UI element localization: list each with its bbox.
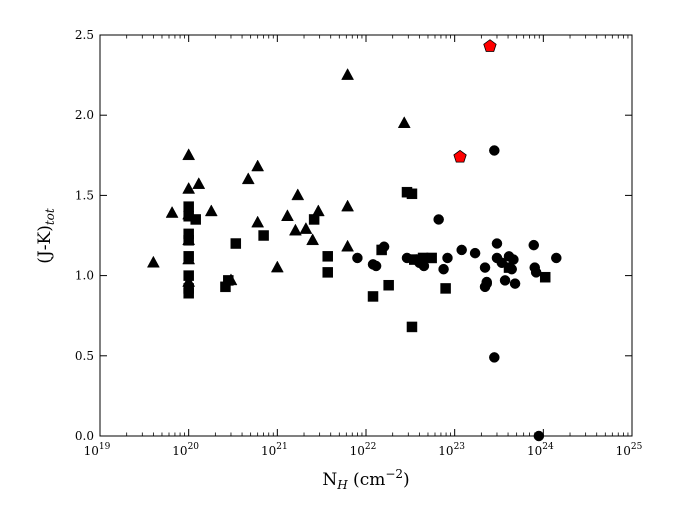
data-point-triangle <box>204 204 218 217</box>
data-point-circle <box>530 267 542 278</box>
data-point-triangle <box>165 206 179 218</box>
data-point-square <box>367 291 379 302</box>
data-points <box>146 39 562 442</box>
data-point-square <box>406 321 418 333</box>
data-point-square <box>440 283 451 294</box>
data-point-circle <box>489 352 500 363</box>
data-point-circle <box>433 214 444 225</box>
data-point-triangle <box>299 222 313 234</box>
data-point-triangle <box>341 199 355 212</box>
x-tick-label: 1020 <box>172 442 199 458</box>
data-point-circle <box>489 145 500 156</box>
y-tick-label: 1.5 <box>75 188 94 202</box>
data-point-square <box>426 252 437 264</box>
x-axis-label: NH (cm−2) <box>322 467 409 492</box>
data-point-square <box>406 188 418 200</box>
data-point-square <box>183 235 194 246</box>
data-point-circle <box>469 247 481 259</box>
data-point-circle <box>551 252 562 264</box>
data-point-triangle <box>306 233 320 246</box>
x-tick-label: 1025 <box>616 442 643 458</box>
data-point-circle <box>438 263 449 275</box>
data-point-circle <box>533 430 545 442</box>
data-point-square <box>322 251 333 262</box>
data-point-square <box>258 230 269 241</box>
data-point-triangle <box>270 260 284 273</box>
data-point-triangle <box>281 209 294 222</box>
data-point-circle <box>352 252 363 264</box>
axis-tick-labels: 1019 1020 1021 1022 1023 1024 1025 0.0 0.5 1.0 1.5… <box>75 28 643 458</box>
x-tick-label: 1019 <box>84 442 111 458</box>
data-point-circle <box>506 263 517 275</box>
y-axis-label: (J-K)tot <box>35 208 57 264</box>
data-point-triangle <box>146 255 160 268</box>
data-point-square <box>183 270 194 281</box>
data-point-square <box>383 279 394 291</box>
data-point-circle <box>456 244 467 256</box>
data-point-circle <box>442 252 453 264</box>
data-point-triangle <box>192 177 206 189</box>
data-point-circle <box>378 241 390 252</box>
data-point-circle <box>509 278 521 289</box>
axis-ticks <box>99 34 633 437</box>
x-tick-label: 1024 <box>527 442 554 458</box>
y-tick-label: 0.5 <box>75 349 94 363</box>
y-tick-label: 2.0 <box>75 108 94 122</box>
data-point-circle <box>370 260 382 272</box>
data-point-circle <box>499 275 511 286</box>
x-tick-label: 1023 <box>438 442 465 458</box>
data-point-square <box>183 251 194 262</box>
data-point-triangle <box>251 159 265 172</box>
data-point-square <box>223 275 234 286</box>
x-tick-label: 1022 <box>350 442 377 458</box>
data-point-circle <box>479 262 491 273</box>
data-point-circle <box>491 238 503 249</box>
plot-frame <box>99 34 633 437</box>
data-point-square <box>190 214 201 225</box>
data-point-triangle <box>341 68 355 80</box>
data-point-square <box>230 238 242 249</box>
data-point-triangle <box>182 181 196 194</box>
data-point-square <box>308 214 320 225</box>
data-point-circle <box>418 260 430 272</box>
x-tick-label: 1021 <box>261 442 288 458</box>
data-point-triangle <box>289 223 302 236</box>
data-point-square <box>539 271 551 283</box>
data-point-square <box>183 287 194 299</box>
data-point-square <box>183 201 194 212</box>
data-point-triangle <box>241 172 255 185</box>
data-point-pentagon <box>453 149 467 163</box>
data-point-circle <box>401 252 413 264</box>
data-point-triangle <box>341 239 355 252</box>
data-point-circle <box>481 278 492 289</box>
data-point-circle <box>528 239 540 251</box>
y-tick-label: 2.5 <box>75 28 94 42</box>
data-point-square <box>322 267 333 278</box>
data-point-triangle <box>182 148 196 161</box>
data-point-circle <box>496 257 508 269</box>
data-point-pentagon <box>483 39 497 52</box>
data-point-circle <box>508 254 519 265</box>
y-tick-label: 0.0 <box>75 429 94 443</box>
data-point-triangle <box>397 116 411 128</box>
data-point-triangle <box>251 215 265 228</box>
y-tick-label: 1.0 <box>75 269 94 283</box>
data-point-triangle <box>291 188 305 201</box>
